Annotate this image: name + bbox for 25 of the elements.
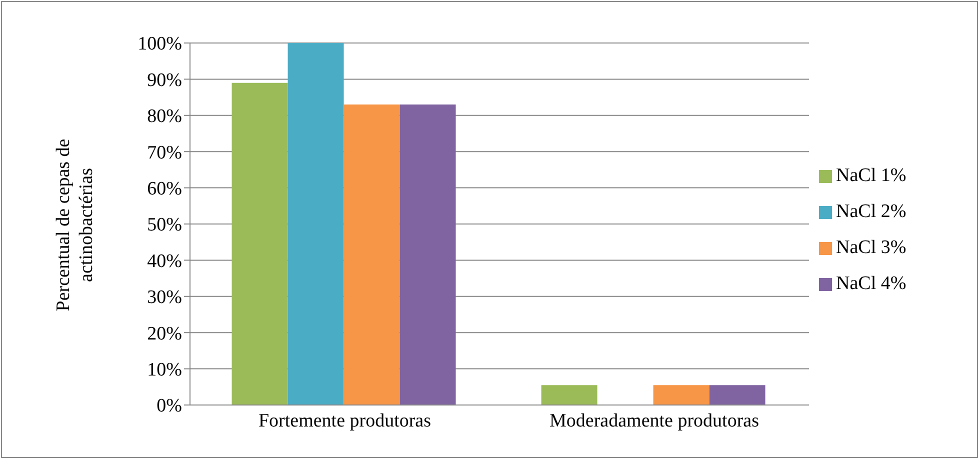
bar <box>541 385 598 405</box>
legend-label: NaCl 3% <box>836 236 906 258</box>
y-axis-title: Percentual de cepas de actinobactérias <box>52 138 98 314</box>
y-tick-label: 30% <box>147 287 182 308</box>
bar <box>344 104 400 405</box>
x-tick-label: Fortemente produtoras <box>258 410 432 432</box>
bar <box>653 385 710 405</box>
x-tick-label: Moderadamente produtoras <box>550 410 759 432</box>
legend-label: NaCl 2% <box>836 200 906 222</box>
y-tick-label: 10% <box>147 360 182 381</box>
y-tick-label: 100% <box>138 34 182 55</box>
y-tick-label: 40% <box>147 250 182 272</box>
bar <box>288 43 344 405</box>
bar <box>232 82 288 405</box>
bar <box>709 385 766 405</box>
y-tick-label: 0% <box>156 396 182 417</box>
y-tick-label: 90% <box>147 70 182 91</box>
y-tick-label: 60% <box>147 178 182 200</box>
legend-label: NaCl 1% <box>836 164 906 186</box>
y-tick-label: 20% <box>147 323 182 344</box>
bar <box>400 104 456 405</box>
y-tick-label: 80% <box>147 106 182 128</box>
y-tick-label: 50% <box>147 214 182 236</box>
y-tick-label: 70% <box>147 142 182 164</box>
legend-label: NaCl 4% <box>836 272 906 294</box>
